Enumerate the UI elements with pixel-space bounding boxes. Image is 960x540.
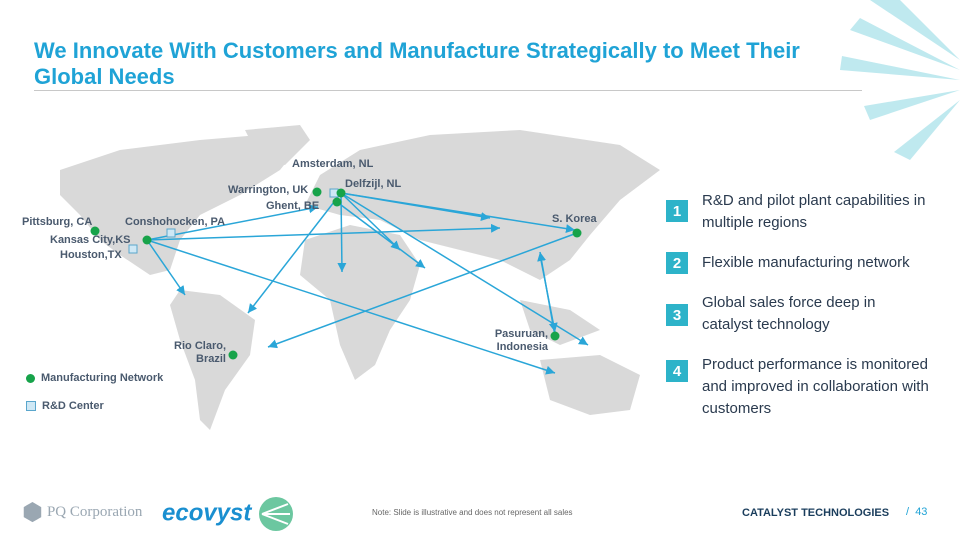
rnd-square-icon	[26, 401, 36, 411]
legend-rnd: R&D Center	[26, 400, 104, 412]
map-marker	[332, 197, 342, 207]
flow-arrow	[340, 192, 589, 346]
greenland	[245, 125, 310, 165]
label-houston: Houston,TX	[60, 249, 122, 261]
label-pittsburg: Pittsburg, CA	[22, 216, 93, 228]
flow-arrow	[146, 223, 501, 241]
label-pasuruan: Pasuruan, Indonesia	[494, 328, 548, 353]
flow-arrow	[247, 192, 342, 314]
ecovyst-burst-icon	[259, 497, 294, 531]
ecovyst-logo: ecovyst	[162, 496, 294, 532]
label-rio-claro: Rio Claro, Brazil	[174, 340, 226, 365]
point-4: 4 Product performance is monitored and im…	[666, 354, 956, 420]
south-america	[170, 290, 255, 430]
label-delfzijl: Delfzijl, NL	[345, 178, 402, 190]
legend-manufacturing: Manufacturing Network	[26, 372, 163, 384]
point-1: 1 R&D and pilot plant capabilities in mul…	[666, 190, 956, 234]
flow-arrow	[337, 192, 347, 273]
australia	[540, 355, 640, 415]
continents	[60, 125, 660, 430]
map-marker	[142, 235, 152, 245]
flow-arrow	[340, 192, 401, 251]
map-marker	[336, 188, 346, 198]
map-marker	[166, 228, 176, 238]
title-divider	[34, 90, 862, 91]
label-warrington: Warrington, UK	[228, 184, 309, 196]
manufacturing-dot-icon	[26, 373, 35, 383]
map-marker	[312, 187, 322, 197]
flow-arrow	[340, 192, 576, 234]
point-3: 3 Global sales force deep in catalyst tec…	[666, 292, 956, 336]
label-kansas-city: Kansas City,KS	[50, 234, 131, 246]
map-marker	[90, 226, 100, 236]
flow-arrow	[336, 201, 426, 269]
point-2: 2 Flexible manufacturing network	[666, 252, 956, 274]
map-marker	[572, 228, 582, 238]
flow-arrow	[267, 232, 578, 349]
flow-arrow	[539, 254, 558, 333]
page-number: / 43	[906, 506, 928, 518]
pq-corporation-logo: ⬢ PQ Corporation	[22, 500, 143, 526]
map-marker	[550, 331, 560, 341]
world-map	[60, 125, 660, 430]
flow-arrow	[146, 239, 556, 375]
map-marker	[128, 244, 138, 254]
corner-burst-graphic	[840, 0, 960, 160]
footnote: Note: Slide is illustrative and does not…	[372, 508, 573, 517]
label-ghent: Ghent, BE	[266, 200, 320, 212]
label-conshohocken: Conshohocken, PA	[125, 216, 226, 228]
label-amsterdam: Amsterdam, NL	[292, 158, 374, 170]
africa	[300, 225, 420, 380]
division-label: CATALYST TECHNOLOGIES	[742, 507, 890, 519]
page-title: We Innovate With Customers and Manufactu…	[34, 38, 800, 89]
map-marker	[228, 350, 238, 360]
southeast-asia	[520, 300, 600, 345]
flow-arrow	[146, 239, 186, 296]
europe-asia	[305, 130, 660, 280]
north-america	[60, 135, 300, 275]
label-s-korea: S. Korea	[552, 213, 597, 225]
